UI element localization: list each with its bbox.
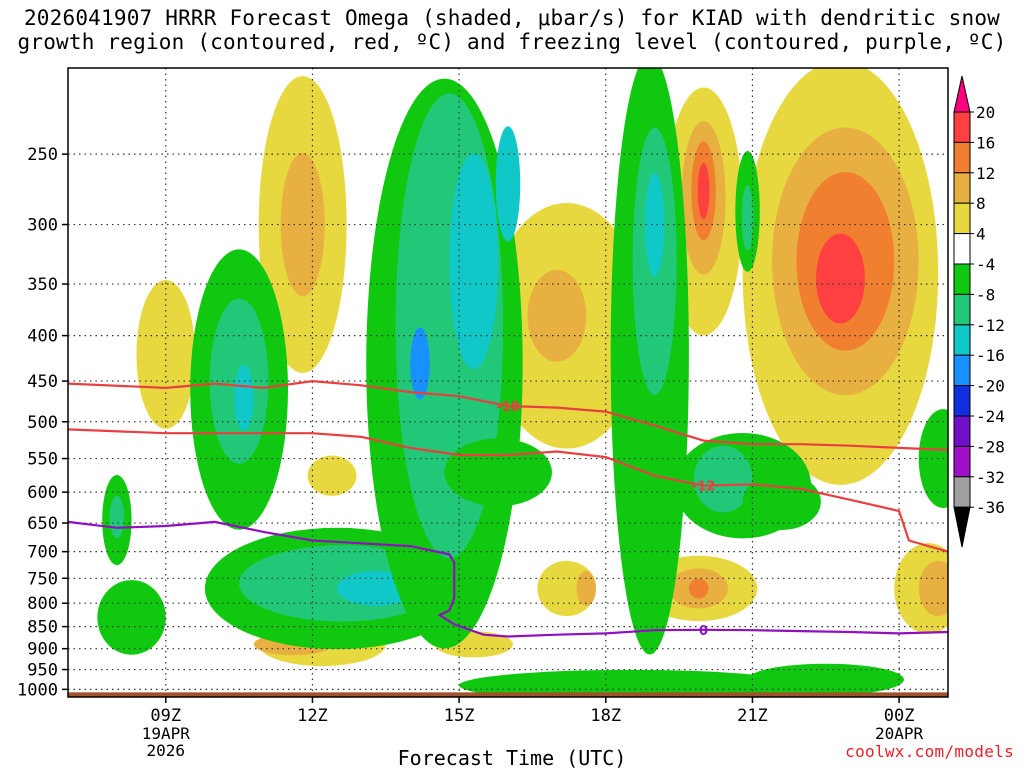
x-tick-sublabel: 20APR <box>875 724 924 743</box>
colorbar-box <box>953 233 971 265</box>
x-axis-title: Forecast Time (UTC) <box>397 746 627 770</box>
colorbar-label: 20 <box>976 103 995 122</box>
omega-region-pos16 <box>697 162 710 220</box>
isotherm-minus18-label: -18 <box>496 400 520 415</box>
title-line-2: growth region (contoured, red, ºC) and f… <box>17 30 1007 54</box>
omega-shading <box>97 68 948 697</box>
colorbar-box <box>953 202 971 235</box>
omega-region-neg4 <box>747 663 904 696</box>
colorbar-label: 4 <box>976 225 986 244</box>
omega-region-neg12 <box>495 126 521 242</box>
omega-region-neg8 <box>693 445 753 513</box>
colorbar: 20 16 12 8 4 -4 -8 -12 -16 -20 -24 -28 -32 -36 <box>953 75 1005 548</box>
y-tick-label: 850 <box>27 618 58 638</box>
isotherm-minus12 <box>68 428 948 553</box>
omega-region-neg8 <box>109 495 125 539</box>
x-tick-sublabel: 19APR <box>142 724 191 743</box>
colorbar-label: -4 <box>976 255 995 274</box>
omega-region-neg8 <box>741 185 754 251</box>
x-tick-label: 18Z <box>590 706 621 726</box>
omega-region-neg16 <box>410 327 430 400</box>
y-tick-label: 500 <box>27 413 58 433</box>
colorbar-box <box>953 293 971 326</box>
omega-region-neg12 <box>644 172 665 277</box>
y-tick-label: 300 <box>27 216 58 236</box>
colorbar-label: -28 <box>976 437 1005 456</box>
omega-region-neg4 <box>97 580 166 655</box>
omega-region-neg4 <box>742 473 821 530</box>
colorbar-box <box>953 172 971 204</box>
colorbar-label: -20 <box>976 377 1005 396</box>
x-tick-label: 21Z <box>737 706 768 726</box>
y-tick-label: 450 <box>27 372 58 392</box>
colorbar-box <box>953 111 971 143</box>
colorbar-bottom-arrow <box>953 506 971 548</box>
ground-strip <box>68 692 948 697</box>
colorbar-label: 8 <box>976 194 986 213</box>
omega-region-neg4 <box>459 669 802 697</box>
y-tick-label: 600 <box>27 483 58 503</box>
colorbar-label: 16 <box>976 133 995 152</box>
colorbar-box <box>953 385 971 417</box>
colorbar-label: -36 <box>976 498 1005 517</box>
isotherm-minus18 <box>68 379 948 452</box>
omega-region-pos8 <box>527 269 587 362</box>
y-tick-label: 650 <box>27 514 58 534</box>
x-tick-label: 09Z <box>150 706 181 726</box>
colorbar-label: 12 <box>976 164 995 183</box>
y-tick-label: 350 <box>27 275 58 295</box>
omega-region-pos8 <box>576 570 596 607</box>
y-tick-label: 700 <box>27 543 58 563</box>
y-tick-label: 950 <box>27 661 58 681</box>
colorbar-label: -32 <box>976 468 1005 487</box>
colorbar-label: -16 <box>976 346 1005 365</box>
freezing-level-contour-label: 0 <box>699 624 708 639</box>
freezing-level-contour <box>68 520 948 638</box>
omega-region-pos4 <box>307 455 357 496</box>
colorbar-box <box>953 324 971 356</box>
plot-area: -18 -12 0 <box>68 68 948 697</box>
x-tick-label: 15Z <box>444 706 475 726</box>
omega-region-neg12 <box>234 364 254 431</box>
y-tick-label: 400 <box>27 327 58 347</box>
omega-region-pos8 <box>918 560 948 617</box>
x-tick-label: 00Z <box>884 706 915 726</box>
colorbar-box <box>953 476 971 508</box>
title-line-1: 2026041907 HRRR Forecast Omega (shaded, … <box>23 6 1001 30</box>
omega-region-neg4 <box>918 409 948 508</box>
omega-region-neg4 <box>444 438 552 507</box>
colorbar-box <box>953 445 971 478</box>
chart-title: 2026041907 HRRR Forecast Omega (shaded, … <box>0 6 1024 54</box>
y-tick-label: 900 <box>27 640 58 660</box>
y-tick-label: 250 <box>27 145 58 165</box>
x-tick-label: 12Z <box>297 706 328 726</box>
isotherm-minus12-label: -12 <box>692 480 716 495</box>
y-tick-label: 800 <box>27 594 58 614</box>
colorbar-label: -24 <box>976 407 1005 426</box>
y-tick-label: 1000 <box>17 680 58 700</box>
omega-region-neg12 <box>449 153 499 370</box>
colorbar-box <box>953 354 971 387</box>
colorbar-top-arrow <box>953 75 971 113</box>
y-tick-label: 550 <box>27 450 58 470</box>
plot-frame <box>67 67 949 698</box>
omega-region-pos8 <box>280 152 325 297</box>
colorbar-label: -12 <box>976 316 1005 335</box>
omega-region-pos12 <box>688 578 709 599</box>
colorbar-box <box>953 415 971 447</box>
colorbar-box <box>953 263 971 295</box>
x-tick-sublabel: 2026 <box>147 741 186 760</box>
grid-lines <box>68 68 948 697</box>
y-tick-label: 750 <box>27 569 58 589</box>
axes: 2503003504004505005506006507007508008509… <box>17 67 949 760</box>
colorbar-box <box>953 141 971 174</box>
site-credit[interactable]: coolwx.com/models <box>845 742 1014 761</box>
colorbar-label: -8 <box>976 285 995 304</box>
omega-region-pos16 <box>816 233 865 324</box>
